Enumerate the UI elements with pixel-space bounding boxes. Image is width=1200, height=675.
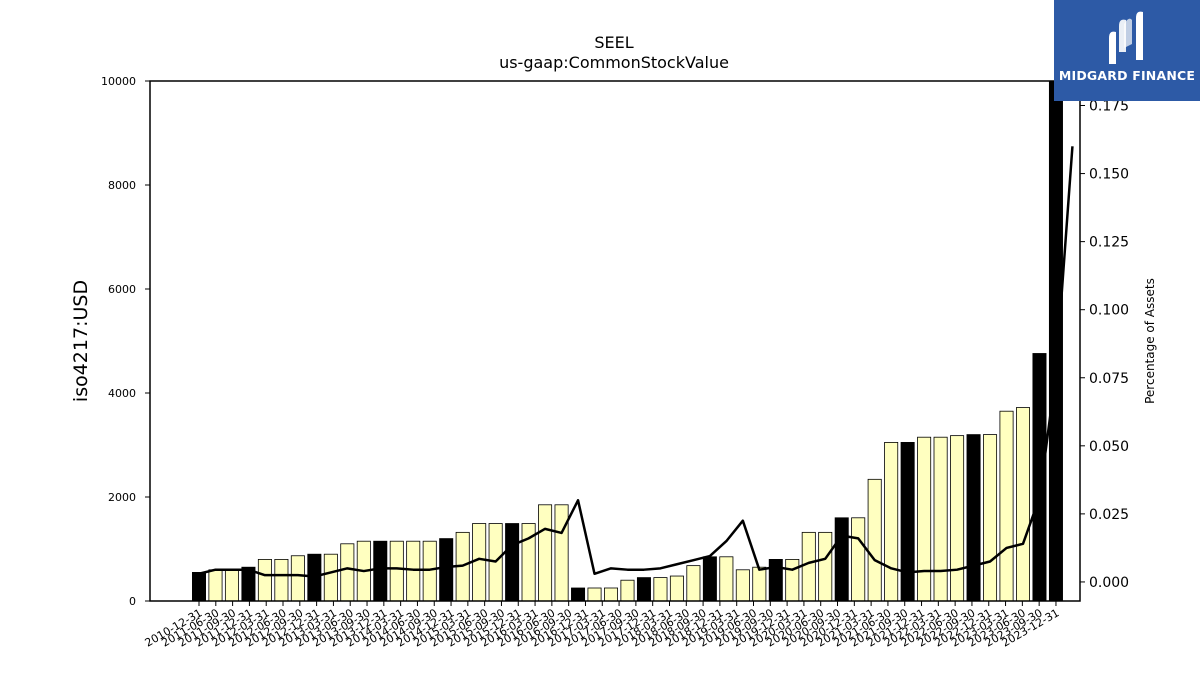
y-tick-label: 8000 bbox=[108, 179, 136, 192]
y2-axis-label: Percentage of Assets bbox=[1143, 278, 1157, 404]
bar-quarter bbox=[290, 555, 305, 602]
bar-annual bbox=[505, 523, 520, 602]
bar-quarter bbox=[554, 504, 569, 602]
bar-quarter bbox=[422, 540, 437, 602]
bar-quarter bbox=[983, 434, 998, 602]
line-layer bbox=[198, 146, 1074, 578]
bar-annual bbox=[636, 577, 651, 602]
y2-tick-label: 0.100 bbox=[1089, 303, 1129, 319]
x-axis: 2010-12-312011-06-302011-09-302011-12-31… bbox=[143, 601, 1061, 650]
bar-annual bbox=[966, 434, 981, 602]
bar-quarter bbox=[1016, 407, 1031, 602]
plot-frame bbox=[149, 80, 1081, 602]
bar-quarter bbox=[669, 575, 684, 602]
bar-annual bbox=[900, 441, 915, 602]
bar-quarter bbox=[587, 587, 602, 602]
bar-quarter bbox=[257, 559, 272, 602]
bar-quarter bbox=[406, 540, 421, 602]
chart-title: SEEL bbox=[594, 33, 633, 52]
bar-annual bbox=[191, 572, 206, 602]
bar-quarter bbox=[950, 435, 965, 602]
y-tick-label: 6000 bbox=[108, 283, 136, 296]
bar-quarter bbox=[224, 569, 239, 602]
bar-quarter bbox=[620, 579, 635, 602]
y-tick-label: 4000 bbox=[108, 387, 136, 400]
logo-text: MIDGARD FINANCE bbox=[1058, 68, 1196, 83]
bar-quarter bbox=[472, 523, 487, 602]
y-tick-label: 2000 bbox=[108, 491, 136, 504]
bar-quarter bbox=[818, 531, 833, 602]
bar-quarter bbox=[785, 559, 800, 602]
bars-group bbox=[191, 80, 1063, 602]
bar-quarter bbox=[851, 517, 866, 602]
y2-tick-label: 0.050 bbox=[1089, 439, 1129, 455]
y2-tick-label: 0.125 bbox=[1089, 235, 1129, 251]
y-axis-label: iso4217:USD bbox=[70, 280, 92, 402]
y2-tick-label: 0.000 bbox=[1089, 575, 1129, 591]
bar-quarter bbox=[686, 565, 701, 602]
midgard-m-logo-icon bbox=[1109, 11, 1143, 65]
bar-quarter bbox=[719, 556, 734, 602]
y2-tick-label: 0.075 bbox=[1089, 371, 1129, 387]
bar-quarter bbox=[389, 540, 404, 602]
bar-quarter bbox=[933, 436, 948, 602]
bar-quarter bbox=[884, 441, 899, 602]
y2-tick-label: 0.025 bbox=[1089, 507, 1129, 523]
y-tick-label: 0 bbox=[129, 595, 136, 608]
y-tick-label: 10000 bbox=[101, 75, 136, 88]
bar-annual bbox=[702, 556, 717, 602]
bar-annual bbox=[1032, 353, 1047, 602]
bar-annual bbox=[373, 540, 388, 602]
bar-quarter bbox=[917, 436, 932, 602]
bar-quarter bbox=[752, 566, 767, 602]
bar-quarter bbox=[208, 569, 223, 602]
bar-quarter bbox=[735, 569, 750, 602]
percent-of-assets-line bbox=[198, 146, 1074, 578]
y-axis: 0 2000 4000 6000 8000 10000 bbox=[101, 75, 150, 608]
bar-annual bbox=[1048, 80, 1063, 602]
bar-annual bbox=[834, 517, 849, 602]
bar-quarter bbox=[801, 531, 816, 602]
bar-quarter bbox=[604, 587, 619, 602]
bar-quarter bbox=[340, 543, 355, 602]
bar-annual bbox=[571, 587, 586, 602]
logo: MIDGARD FINANCE bbox=[1054, 0, 1200, 101]
bar-quarter bbox=[867, 478, 882, 602]
bar-quarter bbox=[274, 559, 289, 602]
y2-tick-label: 0.150 bbox=[1089, 167, 1129, 183]
y2-axis: 0.000 0.025 0.050 0.075 0.100 0.125 0.150 0.175 bbox=[1080, 99, 1129, 591]
bar-annual bbox=[768, 559, 783, 602]
bar-quarter bbox=[323, 553, 338, 602]
bar-quarter bbox=[999, 410, 1014, 602]
bar-annual bbox=[439, 538, 454, 602]
y2-tick-label: 0.175 bbox=[1089, 99, 1129, 115]
bar-quarter bbox=[538, 504, 553, 602]
chart-subtitle: us-gaap:CommonStockValue bbox=[499, 53, 729, 72]
bar-quarter bbox=[653, 577, 668, 602]
